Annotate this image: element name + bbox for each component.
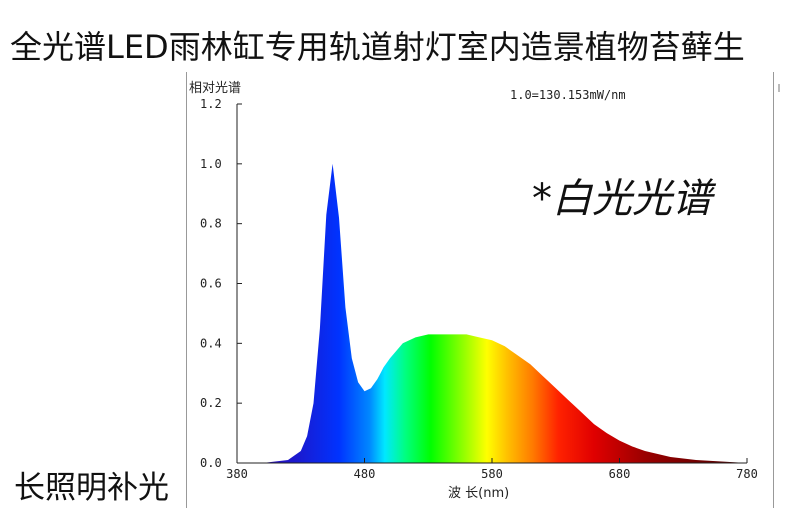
- x-axis-label: 波 长(nm): [448, 486, 509, 501]
- y-tick-label: 0.4: [200, 336, 222, 350]
- edge-mark: [778, 84, 780, 92]
- product-title-continued: 长照明补光: [14, 470, 169, 506]
- y-axis-label: 相对光谱: [189, 81, 241, 96]
- x-tick-label: 680: [609, 467, 631, 481]
- y-tick-label: 0.6: [200, 277, 222, 291]
- y-tick-label: 0.2: [200, 396, 222, 410]
- spectrum-area: [237, 163, 747, 464]
- x-tick-label: 480: [354, 467, 376, 481]
- chart-frame: [186, 72, 774, 508]
- watermark-text: *白光光谱: [532, 176, 717, 222]
- product-title: 全光谱LED雨林缸专用轨道射灯室内造景植物苔藓生: [10, 28, 745, 66]
- annotation-text: 1.0=130.153mW/nm: [510, 88, 626, 102]
- y-tick-label: 1.0: [200, 157, 222, 171]
- x-tick-label: 780: [736, 467, 758, 481]
- x-tick-label: 380: [226, 467, 248, 481]
- y-tick-label: 1.2: [200, 97, 222, 111]
- y-tick-label: 0.8: [200, 217, 222, 231]
- x-tick-label: 580: [481, 467, 503, 481]
- y-tick-label: 0.0: [200, 456, 222, 470]
